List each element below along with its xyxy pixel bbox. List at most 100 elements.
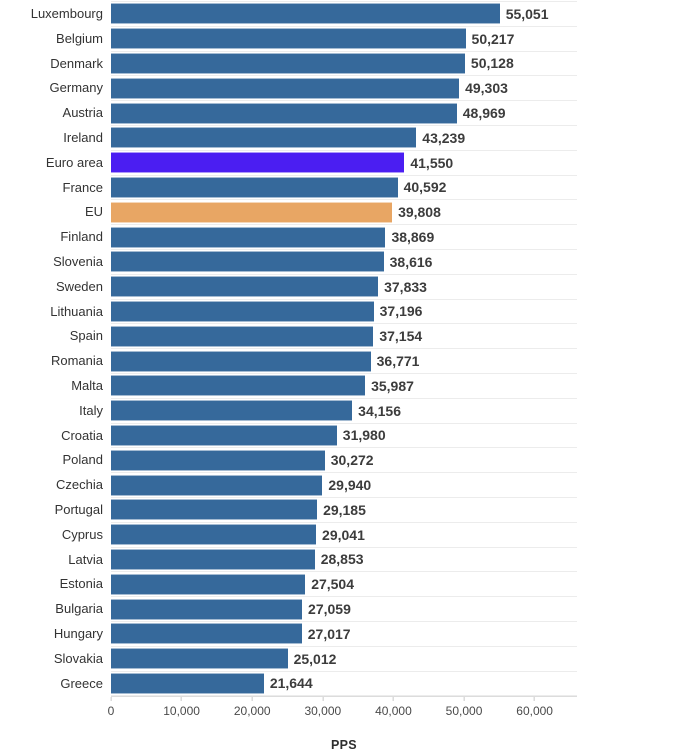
bar-euro-area[interactable] — [111, 152, 405, 174]
value-label-romania: 36,771 — [376, 353, 420, 370]
tick-label: 50,000 — [445, 704, 483, 719]
bar-row-euro-area: Euro area 41,550 — [0, 151, 682, 176]
value-label-estonia: 27,504 — [311, 576, 355, 593]
value-label-belgium: 50,217 — [471, 30, 515, 47]
bar-finland[interactable] — [111, 226, 386, 248]
bar-malta[interactable] — [111, 375, 366, 397]
category-label-luxembourg: Luxembourg — [30, 6, 103, 21]
category-label-estonia: Estonia — [59, 576, 103, 592]
bar-track: 28,853 — [111, 548, 577, 573]
tick-label: 40,000 — [375, 704, 412, 719]
bar-row-spain: Spain 37,154 — [0, 324, 682, 350]
category-label-spain: Spain — [69, 328, 103, 344]
bar-row-italy: Italy 34,156 — [0, 399, 682, 424]
value-label-slovakia: 25,012 — [293, 650, 337, 667]
bar-row-poland: Poland 30,272 — [0, 448, 682, 474]
bar-spain[interactable] — [111, 325, 374, 347]
bar-cyprus[interactable] — [111, 524, 317, 546]
bar-estonia[interactable] — [111, 573, 306, 595]
x-axis-tick-50000: 50,000 — [445, 697, 483, 719]
tick-mark — [392, 697, 394, 702]
bar-poland[interactable] — [111, 449, 325, 471]
bar-croatia[interactable] — [111, 424, 337, 446]
bar-latvia[interactable] — [111, 548, 315, 570]
x-axis-tick-20000: 20,000 — [234, 697, 271, 718]
value-label-ireland: 43,239 — [422, 129, 466, 146]
bar-track: 40,592 — [111, 176, 577, 201]
value-label-eu: 39,808 — [398, 204, 441, 221]
plot-area: Luxembourg 55,051 Belgium 50,217 Denmark 50,1… — [0, 2, 682, 697]
bar-row-hungary: Hungary 27,017 — [0, 622, 682, 647]
bar-track: 37,833 — [111, 275, 577, 300]
bar-row-luxembourg: Luxembourg 55,051 — [0, 2, 682, 27]
bar-hungary[interactable] — [111, 623, 302, 645]
bar-row-romania: Romania 36,771 — [0, 349, 682, 374]
tick-mark — [251, 697, 253, 702]
category-label-italy: Italy — [79, 402, 103, 418]
value-label-latvia: 28,853 — [320, 551, 364, 568]
bar-row-malta: Malta 35,987 — [0, 374, 682, 399]
x-axis-title: PPS — [331, 738, 357, 752]
value-label-hungary: 27,017 — [307, 625, 351, 642]
bar-track: 50,217 — [111, 27, 577, 52]
bar-denmark[interactable] — [111, 52, 465, 74]
bar-track: 34,156 — [111, 399, 577, 424]
bar-row-germany: Germany 49,303 — [0, 76, 682, 102]
value-label-denmark: 50,128 — [470, 55, 514, 72]
value-label-portugal: 29,185 — [323, 501, 366, 518]
x-axis-tick-10000: 10,000 — [163, 697, 200, 718]
bar-track: 31,980 — [111, 424, 577, 449]
x-axis-tick-0: 0 — [107, 697, 115, 719]
bar-track: 21,644 — [111, 672, 577, 697]
category-label-denmark: Denmark — [50, 55, 103, 71]
bar-portugal[interactable] — [111, 499, 318, 521]
bar-track: 29,185 — [111, 498, 577, 523]
bar-france[interactable] — [111, 176, 398, 198]
bar-lithuania[interactable] — [111, 300, 374, 322]
bar-luxembourg[interactable] — [111, 3, 500, 25]
category-label-germany: Germany — [49, 80, 103, 96]
bar-greece[interactable] — [111, 672, 264, 694]
bar-romania[interactable] — [111, 350, 371, 372]
bar-row-greece: Greece 21,644 — [0, 672, 682, 697]
bar-bulgaria[interactable] — [111, 598, 303, 620]
bar-track: 38,616 — [111, 250, 577, 275]
bar-austria[interactable] — [111, 102, 457, 124]
x-axis-tick-30000: 30,000 — [304, 697, 341, 718]
category-label-finland: Finland — [60, 229, 103, 245]
bar-czechia[interactable] — [111, 474, 323, 496]
bar-row-france: France 40,592 — [0, 176, 682, 201]
bar-track: 38,869 — [111, 225, 577, 250]
category-label-sweden: Sweden — [56, 278, 103, 294]
value-label-lithuania: 37,196 — [379, 303, 423, 320]
tick-label: 0 — [107, 704, 115, 719]
bar-slovenia[interactable] — [111, 251, 384, 273]
category-label-belgium: Belgium — [56, 30, 103, 46]
bar-track: 25,012 — [111, 647, 577, 672]
x-axis-tick-60000: 60,000 — [516, 697, 553, 718]
bar-row-lithuania: Lithuania 37,196 — [0, 300, 682, 325]
bar-track: 36,771 — [111, 349, 577, 374]
bar-belgium[interactable] — [111, 28, 466, 50]
bar-row-slovakia: Slovakia 25,012 — [0, 647, 682, 672]
bar-eu[interactable] — [111, 201, 393, 223]
bar-sweden[interactable] — [111, 276, 379, 298]
bar-track: 43,239 — [111, 126, 577, 151]
bar-germany[interactable] — [111, 77, 460, 99]
tick-mark — [181, 697, 183, 702]
bar-ireland[interactable] — [111, 127, 417, 149]
bar-row-denmark: Denmark 50,128 — [0, 52, 682, 77]
bar-row-austria: Austria 48,969 — [0, 101, 682, 126]
value-label-spain: 37,154 — [379, 328, 423, 345]
bar-track: 35,987 — [111, 374, 577, 399]
bar-slovakia[interactable] — [111, 648, 288, 670]
bar-track: 27,059 — [111, 597, 577, 622]
bar-row-czechia: Czechia 29,940 — [0, 473, 682, 498]
value-label-sweden: 37,833 — [384, 278, 427, 295]
bar-italy[interactable] — [111, 400, 353, 422]
value-label-croatia: 31,980 — [342, 427, 386, 444]
bar-track: 39,808 — [111, 200, 577, 226]
bar-row-finland: Finland 38,869 — [0, 225, 682, 250]
bar-row-portugal: Portugal 29,185 — [0, 498, 682, 523]
